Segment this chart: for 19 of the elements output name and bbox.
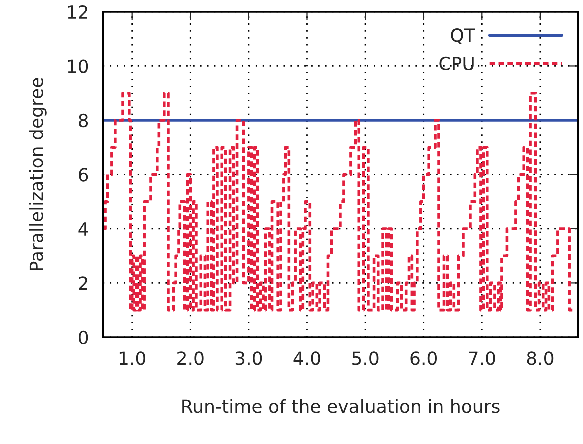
y-tick-label: 8 [79,114,88,128]
x-tick-label: 1.0 [120,352,146,366]
y-tick-label: 6 [79,168,88,182]
x-tick-label: 4.0 [294,352,320,366]
x-tick-label: 3.0 [236,352,262,366]
y-tick-label: 2 [79,276,88,290]
y-tick-label: 10 [68,60,88,74]
y-axis-title: Parallelization degree [29,78,47,270]
x-tick-label: 6.0 [410,352,437,366]
y-tick-label: 4 [78,222,88,236]
y-tick-label: 0 [79,330,88,345]
legend-label: CPU [440,56,474,71]
x-tick-label: 7.0 [469,352,496,366]
x-tick-label: 5.0 [352,352,379,366]
x-tick-label: 2.0 [178,352,204,366]
x-axis-title: Run-time of the evaluation in hours [182,399,500,414]
x-tick-label: 8.0 [527,352,554,366]
legend-label: QT [451,28,476,44]
y-tick-label: 12 [68,5,88,19]
